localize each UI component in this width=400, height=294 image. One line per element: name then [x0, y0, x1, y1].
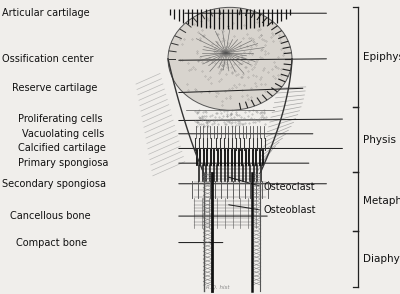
Text: Epiphysis: Epiphysis [363, 52, 400, 62]
Text: Cancellous bone: Cancellous bone [10, 211, 91, 221]
Text: Calcified cartilage: Calcified cartilage [18, 143, 106, 153]
Ellipse shape [168, 7, 292, 110]
Text: Proliferating cells: Proliferating cells [18, 114, 102, 124]
Text: Primary spongiosa: Primary spongiosa [18, 158, 108, 168]
Text: Osteoblast: Osteoblast [264, 205, 316, 215]
Text: Metaphysis: Metaphysis [363, 196, 400, 206]
Text: R.Q. hist: R.Q. hist [206, 284, 230, 289]
Text: Vacuolating cells: Vacuolating cells [22, 129, 104, 139]
Text: Secondary spongiosa: Secondary spongiosa [2, 179, 106, 189]
Text: Osteoclast: Osteoclast [264, 182, 316, 192]
Text: Physis: Physis [363, 135, 396, 145]
Text: Articular cartilage: Articular cartilage [2, 8, 90, 18]
Text: Reserve cartilage: Reserve cartilage [12, 83, 97, 93]
Text: Diaphysis: Diaphysis [363, 254, 400, 264]
Text: Compact bone: Compact bone [16, 238, 87, 248]
Text: Ossification center: Ossification center [2, 54, 94, 64]
